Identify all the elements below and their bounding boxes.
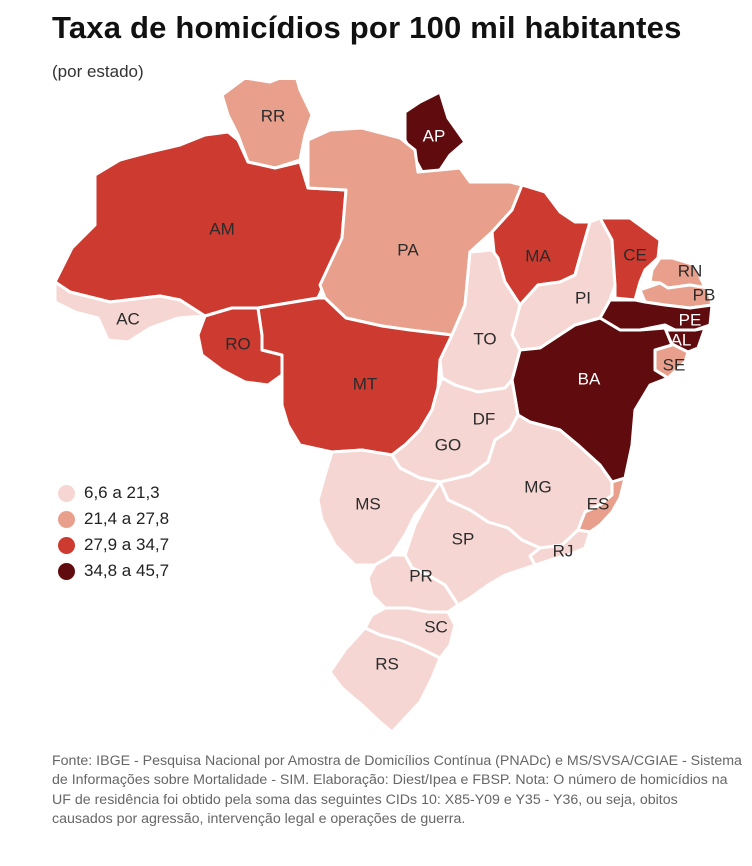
label-am: AM (209, 219, 235, 238)
legend-swatch (58, 484, 75, 502)
label-sc: SC (424, 617, 448, 636)
label-rs: RS (375, 654, 399, 673)
label-df: DF (473, 409, 496, 428)
label-ac: AC (116, 309, 140, 328)
legend-label: 21,4 a 27,8 (84, 509, 170, 528)
label-rn: RN (678, 261, 703, 280)
state-rr[interactable] (220, 80, 314, 170)
label-mg: MG (524, 477, 551, 496)
legend-swatch (58, 536, 75, 554)
label-go: GO (435, 435, 461, 454)
label-sp: SP (452, 529, 475, 548)
label-ro: RO (225, 334, 251, 353)
map-title: Taxa de homicídios por 100 mil habitante… (52, 10, 682, 45)
label-rr: RR (261, 106, 286, 125)
state-pr[interactable] (366, 553, 460, 614)
state-ms[interactable] (316, 448, 442, 567)
state-ce[interactable] (598, 216, 662, 302)
legend-swatch (58, 562, 75, 580)
state-rs[interactable] (328, 626, 442, 734)
label-pr: PR (409, 566, 433, 585)
label-pe: PE (679, 310, 702, 329)
label-es: ES (587, 494, 610, 513)
legend-item: 21,4 a 27,8 (58, 506, 169, 532)
label-al: AL (671, 330, 692, 349)
label-pa: PA (397, 240, 419, 259)
label-mt: MT (353, 374, 378, 393)
legend-label: 34,8 a 45,7 (84, 561, 170, 580)
label-pi: PI (575, 288, 591, 307)
label-pb: PB (693, 285, 716, 304)
label-ma: MA (525, 246, 551, 265)
legend-item: 34,8 a 45,7 (58, 558, 169, 584)
brazil-choropleth-map: RR AP AM PA AC RO MT MA PI CE RN PB PE A… (53, 80, 716, 734)
map-legend: 6,6 a 21,3 21,4 a 27,8 27,9 a 34,7 34,8 … (58, 480, 169, 584)
label-ap: AP (423, 126, 446, 145)
label-ms: MS (355, 494, 381, 513)
legend-swatch (58, 510, 75, 528)
legend-label: 6,6 a 21,3 (84, 483, 160, 502)
legend-label: 27,9 a 34,7 (84, 535, 170, 554)
label-to: TO (473, 329, 496, 348)
state-am[interactable] (53, 130, 348, 318)
legend-item: 6,6 a 21,3 (58, 480, 169, 506)
source-note: Fonte: IBGE - Pesquisa Nacional por Amos… (52, 753, 742, 828)
label-rj: RJ (553, 541, 574, 560)
state-ac[interactable] (53, 280, 207, 344)
label-ba: BA (578, 369, 601, 388)
label-ce: CE (623, 245, 647, 264)
label-se: SE (663, 355, 686, 374)
legend-item: 27,9 a 34,7 (58, 532, 169, 558)
map-subtitle: (por estado) (52, 62, 144, 81)
